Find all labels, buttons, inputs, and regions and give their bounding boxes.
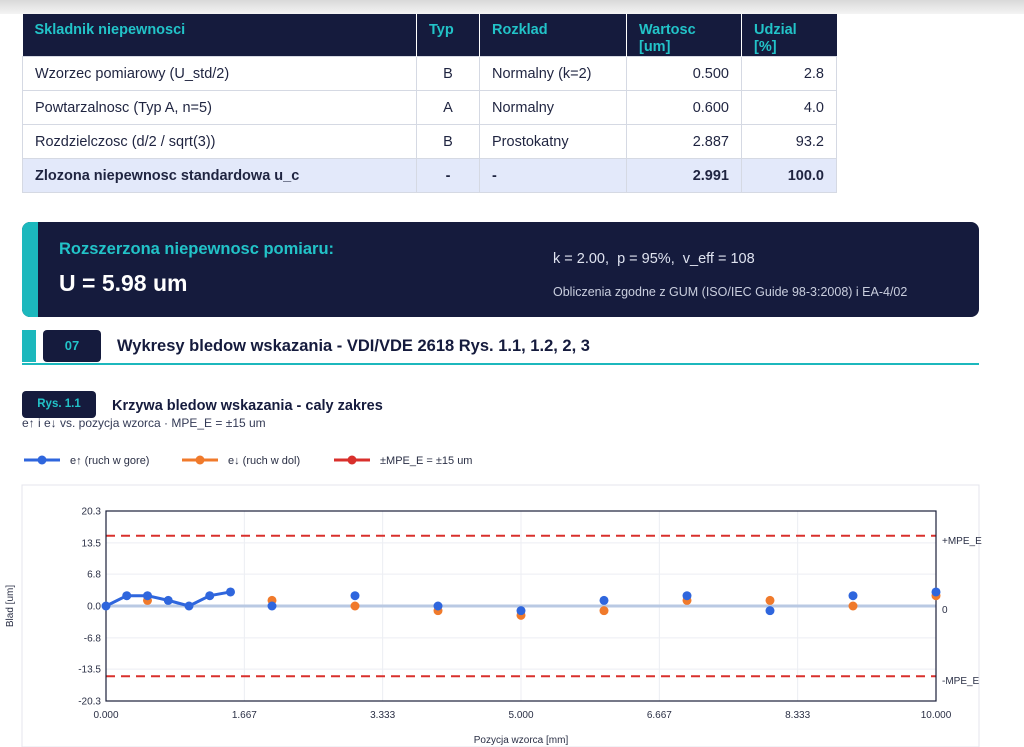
data-point	[599, 606, 609, 616]
y-tick-label: 20.3	[82, 507, 102, 518]
y-tick-label: 13.5	[82, 538, 102, 549]
expanded-uncertainty-box: Rozszerzona niepewnosc pomiaru: U = 5.98…	[22, 222, 979, 317]
data-point	[682, 591, 692, 601]
section-number-badge: 07	[43, 330, 101, 362]
cell-distribution: Normalny	[479, 90, 627, 125]
col-header-type: Typ	[416, 14, 480, 57]
y-tick-label: 0.0	[87, 602, 101, 613]
cell-type: -	[416, 158, 480, 193]
cell-type: A	[416, 90, 480, 125]
cell-component: Powtarzalnosc (Typ A, n=5)	[22, 90, 417, 125]
cell-share: 4.0	[741, 90, 837, 125]
cell-share: 2.8	[741, 56, 837, 91]
data-point	[163, 595, 173, 605]
data-point	[931, 587, 941, 597]
data-point	[184, 601, 194, 611]
cell-value: 0.500	[626, 56, 742, 91]
cell-distribution: Normalny (k=2)	[479, 56, 627, 91]
y-axis-title: Blad [um]	[5, 585, 16, 627]
figure-title: Krzywa bledow wskazania - caly zakres	[112, 398, 383, 414]
chart-frame	[21, 484, 980, 747]
box-accent-bar	[22, 222, 38, 317]
data-point	[143, 591, 152, 601]
y-tick-label: -20.3	[78, 697, 101, 708]
table-row: Rozdzielczosc (d/2 / sqrt(3)) B Prostoka…	[22, 124, 837, 159]
data-point	[765, 595, 775, 605]
data-point	[848, 591, 858, 601]
data-point	[122, 591, 132, 601]
data-point	[848, 601, 858, 611]
col-header-share: Udzial [%]	[741, 14, 837, 57]
x-tick-label: 8.333	[785, 710, 810, 721]
cell-distribution: Prostokatny	[479, 124, 627, 159]
figure-subtitle: e↑ i e↓ vs. pozycja wzorca · MPE_E = ±15…	[22, 416, 266, 430]
data-point	[433, 601, 443, 611]
figure-badge: Rys. 1.1	[22, 391, 96, 418]
table-row: Powtarzalnosc (Typ A, n=5) A Normalny 0.…	[22, 90, 837, 125]
x-tick-label: 1.667	[232, 710, 257, 721]
cell-component: Zlozona niepewnosc standardowa u_c	[22, 158, 417, 193]
data-point	[101, 601, 111, 611]
data-point	[599, 595, 609, 605]
y-tick-label: -13.5	[78, 665, 101, 676]
x-tick-label: 10.000	[921, 710, 952, 721]
error-curve-chart: e↑ (ruch w gore) e↓ (ruch w dol) ±MPE_E = …	[5, 455, 982, 747]
expanded-uncertainty-params: k = 2.00, p = 95%, v_eff = 108	[553, 251, 755, 267]
data-point	[765, 606, 775, 616]
data-point	[226, 587, 235, 597]
data-point	[516, 606, 526, 616]
window-top-bar	[0, 0, 1024, 14]
data-point	[267, 601, 277, 611]
legend-label: e↓ (ruch w dol)	[228, 455, 300, 467]
uncertainty-budget-table: Skladnik niepewnosci Typ Rozklad Wartosc…	[22, 14, 837, 193]
section-title: Wykresy bledow wskazania - VDI/VDE 2618 …	[117, 337, 590, 355]
legend-label: e↑ (ruch w gore)	[70, 455, 149, 467]
section-divider	[22, 363, 979, 365]
x-tick-label: 0.000	[93, 710, 118, 721]
expanded-uncertainty-value: U = 5.98 um	[59, 270, 188, 296]
data-point	[350, 601, 360, 611]
expanded-uncertainty-note: Obliczenia zgodne z GUM (ISO/IEC Guide 9…	[553, 285, 908, 299]
y-tick-label: 6.8	[87, 570, 101, 581]
mpe-lower-label: -MPE_E	[942, 676, 980, 687]
cell-share: 93.2	[741, 124, 837, 159]
table-header-row: Skladnik niepewnosci Typ Rozklad Wartosc…	[22, 14, 837, 57]
cell-distribution: -	[479, 158, 627, 193]
x-tick-label: 6.667	[647, 710, 672, 721]
data-point	[350, 591, 360, 601]
x-axis-title: Pozycja wzorca [mm]	[474, 735, 569, 746]
table-total-row: Zlozona niepewnosc standardowa u_c - - 2…	[22, 158, 837, 193]
legend-swatch-marker	[347, 455, 357, 465]
x-tick-label: 3.333	[370, 710, 395, 721]
expanded-uncertainty-title: Rozszerzona niepewnosc pomiaru:	[59, 240, 335, 258]
cell-value: 2.991	[626, 158, 742, 193]
cell-component: Wzorzec pomiarowy (U_std/2)	[22, 56, 417, 91]
cell-component: Rozdzielczosc (d/2 / sqrt(3))	[22, 124, 417, 159]
cell-type: B	[416, 124, 480, 159]
cell-value: 2.887	[626, 124, 742, 159]
legend-swatch-marker	[37, 455, 47, 465]
section-accent-bar	[22, 330, 36, 362]
legend-swatch-marker	[195, 455, 205, 465]
x-tick-label: 5.000	[508, 710, 533, 721]
cell-value: 0.600	[626, 90, 742, 125]
zero-label: 0	[942, 605, 948, 616]
y-tick-label: -6.8	[84, 633, 102, 644]
col-header-value: Wartosc [um]	[626, 14, 742, 57]
col-header-component: Skladnik niepewnosci	[22, 14, 417, 57]
data-point	[205, 591, 215, 601]
cell-share: 100.0	[741, 158, 837, 193]
col-header-distribution: Rozklad	[479, 14, 627, 57]
cell-type: B	[416, 56, 480, 91]
table-row: Wzorzec pomiarowy (U_std/2) B Normalny (…	[22, 56, 837, 91]
legend-label: ±MPE_E = ±15 um	[380, 455, 472, 467]
mpe-upper-label: +MPE_E	[942, 536, 982, 547]
